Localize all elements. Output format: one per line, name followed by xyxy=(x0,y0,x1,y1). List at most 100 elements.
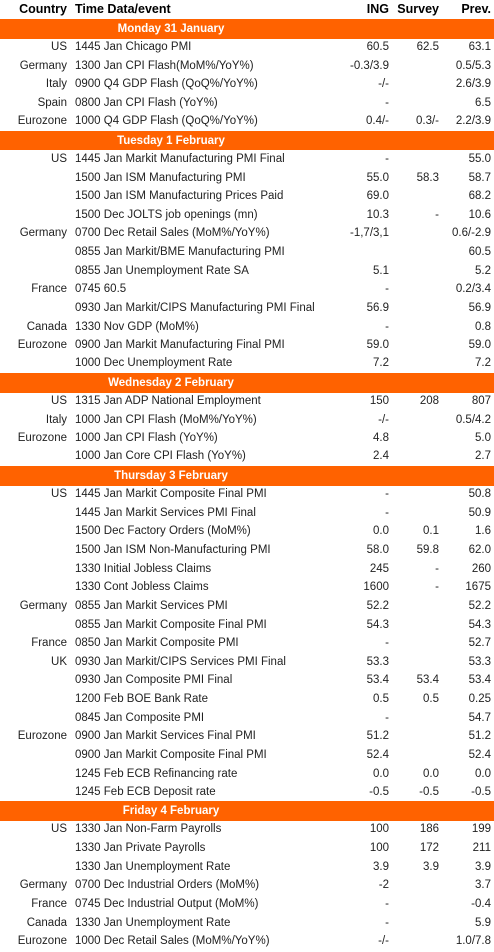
previous: 52.4 xyxy=(468,748,491,761)
data-row: 1000 Jan Core CPI Flash (YoY%) 2.4 2.7 xyxy=(0,448,494,467)
data-row: 1330 Cont Jobless Claims 1600 - 1675 xyxy=(0,579,494,598)
data-row: 1500 Jan ISM Non-Manufacturing PMI 58.0 59… xyxy=(0,542,494,561)
data-row: France 0745 60.5 - 0.2/3.4 xyxy=(0,281,494,300)
survey: 186 xyxy=(419,823,439,836)
event: 0855 Jan Markit Services PMI xyxy=(75,599,228,612)
column-header: ING xyxy=(342,0,392,21)
country: Italy xyxy=(45,413,67,426)
ing-forecast: - xyxy=(385,488,389,501)
previous: 0.0 xyxy=(475,767,491,780)
previous: 55.0 xyxy=(468,152,491,165)
data-row: US 1445 Jan Markit Composite Final PMI - 50… xyxy=(0,486,494,505)
previous: 1.0/7.8 xyxy=(455,935,491,948)
survey xyxy=(392,355,442,374)
previous: 60.5 xyxy=(468,246,491,259)
previous: 0.25 xyxy=(468,693,491,706)
survey: 59.8 xyxy=(416,544,439,557)
event: 0845 Jan Composite PMI xyxy=(75,711,205,724)
data-row: 1330 Jan Private Payrolls 100 172 211 xyxy=(0,840,494,859)
section-title: Tuesday 1 February xyxy=(0,130,342,151)
survey xyxy=(392,244,442,263)
country: Eurozone xyxy=(17,115,67,128)
data-row: 1330 Jan Unemployment Rate 3.9 3.9 3.9 xyxy=(0,858,494,877)
event: 1000 Jan CPI Flash (MoM%/YoY%) xyxy=(75,413,257,426)
survey xyxy=(392,914,442,933)
ing-forecast: -2 xyxy=(378,879,389,892)
previous: 51.2 xyxy=(468,730,491,743)
previous: 1.6 xyxy=(475,525,491,538)
event: 0700 Dec Retail Sales (MoM%/YoY%) xyxy=(75,227,270,240)
country: US xyxy=(51,41,67,54)
country: Spain xyxy=(37,97,67,110)
previous: 52.7 xyxy=(468,637,491,650)
survey xyxy=(392,653,442,672)
ing-forecast: 54.3 xyxy=(366,618,389,631)
data-row: US 1330 Jan Non-Farm Payrolls 100 186 199 xyxy=(0,821,494,840)
data-row: 0855 Jan Unemployment Rate SA 5.1 5.2 xyxy=(0,262,494,281)
country: Germany xyxy=(19,879,67,892)
survey: - xyxy=(435,208,439,221)
event: 0930 Jan Composite PMI Final xyxy=(75,674,233,687)
survey xyxy=(392,486,442,505)
previous: 3.7 xyxy=(475,879,491,892)
previous: 63.1 xyxy=(468,41,491,54)
data-row: France 0745 Dec Industrial Output (MoM%) -… xyxy=(0,895,494,914)
data-row: 0930 Jan Composite PMI Final 53.4 53.4 53.4 xyxy=(0,672,494,691)
section-row: Thursday 3 February xyxy=(0,466,494,486)
country xyxy=(0,746,70,765)
event: 0800 Jan CPI Flash (YoY%) xyxy=(75,97,218,110)
data-row: Canada 1330 Nov GDP (MoM%) - 0.8 xyxy=(0,318,494,337)
ing-forecast: - xyxy=(385,152,389,165)
country: Eurozone xyxy=(17,730,67,743)
event: 0855 Jan Unemployment Rate SA xyxy=(75,264,249,277)
survey: 208 xyxy=(419,395,439,408)
previous: 0.6/-2.9 xyxy=(452,227,491,240)
event: 1000 Dec Unemployment Rate xyxy=(75,357,233,370)
event: 1500 Jan ISM Non-Manufacturing PMI xyxy=(75,544,271,557)
survey: - xyxy=(435,562,439,575)
survey: 0.1 xyxy=(423,525,439,538)
section-row: Friday 4 February xyxy=(0,801,494,821)
ing-forecast: 0.0 xyxy=(373,525,389,538)
data-row: 0900 Jan Markit Composite Final PMI 52.4 5… xyxy=(0,746,494,765)
previous: 807 xyxy=(471,395,491,408)
event: 1000 Jan Core CPI Flash (YoY%) xyxy=(75,450,246,463)
survey: 3.9 xyxy=(423,860,439,873)
survey: 0.3/- xyxy=(415,115,439,128)
section-title: Wednesday 2 February xyxy=(0,372,342,393)
ing-forecast: - xyxy=(385,506,389,519)
data-row: Eurozone 1000 Jan CPI Flash (YoY%) 4.8 5.0 xyxy=(0,430,494,449)
event: 1330 Jan Unemployment Rate xyxy=(75,860,231,873)
survey xyxy=(392,933,442,952)
previous: 3.9 xyxy=(475,860,491,873)
previous: 7.2 xyxy=(475,357,491,370)
country xyxy=(0,169,70,188)
event: 1000 Q4 GDP Flash (QoQ%/YoY%) xyxy=(75,115,258,128)
event: 1500 Jan ISM Manufacturing Prices Paid xyxy=(75,190,284,203)
data-row: 1200 Feb BOE Bank Rate 0.5 0.5 0.25 xyxy=(0,691,494,710)
ing-forecast: -1,7/3,1 xyxy=(350,227,389,240)
section-row: Tuesday 1 February xyxy=(0,130,494,151)
survey xyxy=(392,504,442,523)
country: Canada xyxy=(26,916,67,929)
event: 1330 Jan Unemployment Rate xyxy=(75,916,231,929)
survey xyxy=(392,616,442,635)
country: US xyxy=(51,152,67,165)
ing-forecast: 0.5 xyxy=(373,693,389,706)
country xyxy=(0,244,70,263)
column-header: Country xyxy=(0,0,70,21)
survey xyxy=(392,225,442,244)
previous: 199 xyxy=(471,823,491,836)
previous: 211 xyxy=(472,842,491,855)
section-title: Friday 4 February xyxy=(0,801,342,821)
data-row: 1500 Dec JOLTS job openings (mn) 10.3 - 10.… xyxy=(0,206,494,225)
event: 1445 Jan Chicago PMI xyxy=(75,41,192,54)
event: 0930 Jan Markit/CIPS Services PMI Final xyxy=(75,655,286,668)
country: Eurozone xyxy=(17,432,67,445)
country xyxy=(0,858,70,877)
ing-forecast xyxy=(342,244,392,263)
ing-forecast: 0.0 xyxy=(373,767,389,780)
ing-forecast: -/- xyxy=(378,78,389,91)
